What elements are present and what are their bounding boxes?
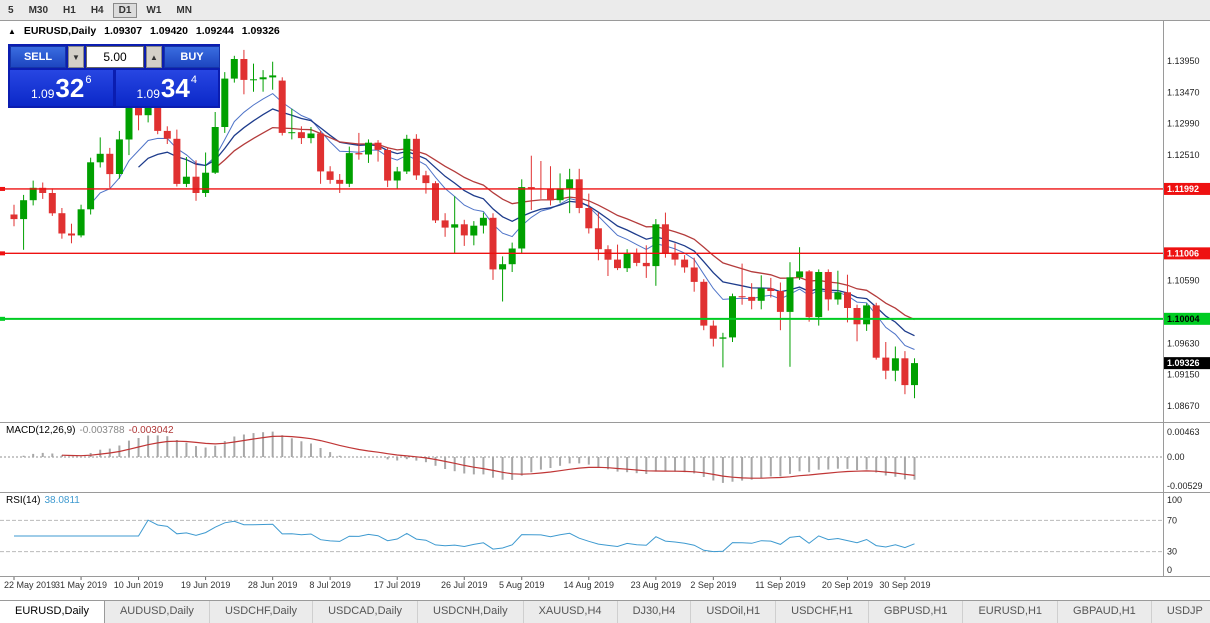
svg-text:1.09150: 1.09150: [1167, 370, 1200, 380]
svg-text:0.00463: 0.00463: [1167, 427, 1200, 437]
buy-price-pips: 34: [160, 73, 190, 103]
chart-tab-usdcad-daily[interactable]: USDCAD,Daily: [313, 601, 419, 623]
svg-text:14 Aug 2019: 14 Aug 2019: [564, 580, 615, 590]
svg-text:0: 0: [1167, 565, 1172, 575]
chart-tabs-bar: EURUSD,Daily AUDUSD,Daily USDCHF,Daily USDC…: [0, 600, 1210, 623]
candlestick-series: [10, 49, 918, 399]
timeframe-button-m30[interactable]: M30: [28, 4, 49, 16]
chart-tab-eurusd-h1[interactable]: EURUSD,H1: [963, 601, 1059, 623]
chart-tab-usdchf-daily[interactable]: USDCHF,Daily: [210, 601, 314, 623]
volume-input[interactable]: [86, 46, 144, 68]
svg-text:1.13950: 1.13950: [1167, 56, 1200, 66]
ohlc-low: 1.09244: [195, 25, 234, 37]
svg-text:11 Sep 2019: 11 Sep 2019: [755, 580, 805, 590]
chart-tab-eurusd-daily[interactable]: EURUSD,Daily: [0, 601, 105, 623]
horizontal-price-lines[interactable]: 1.11992 1.11006 1.10004: [0, 182, 1210, 325]
svg-text:70: 70: [1167, 515, 1177, 525]
svg-text:19 Jun 2019: 19 Jun 2019: [181, 580, 231, 590]
svg-text:1.10004: 1.10004: [1167, 314, 1200, 324]
chart-tab-usdjp[interactable]: USDJP: [1152, 601, 1210, 623]
svg-text:0.00: 0.00: [1167, 452, 1185, 462]
chart-symbol-header: ▲ EURUSD,Daily 1.09307 1.09420 1.09244 1…: [8, 25, 285, 37]
macd-indicator-header: MACD(12,26,9) -0.003788 -0.003042: [6, 425, 174, 436]
chart-tab-gbpaud-h1[interactable]: GBPAUD,H1: [1058, 601, 1152, 623]
buy-button[interactable]: BUY: [164, 46, 220, 68]
svg-text:1.11006: 1.11006: [1167, 248, 1199, 258]
ohlc-close: 1.09326: [241, 25, 280, 37]
sell-price-big-figure: 1.09: [31, 87, 55, 101]
svg-text:22 May 2019: 22 May 2019: [4, 580, 56, 590]
rsi-title: RSI(14): [6, 495, 41, 506]
rsi-value: 38.0811: [44, 495, 80, 506]
timeframe-button-mn[interactable]: MN: [176, 4, 192, 16]
svg-text:30: 30: [1167, 547, 1177, 557]
chart-tab-usdoil-h1[interactable]: USDOil,H1: [691, 601, 777, 623]
price-axis[interactable]: 1.13950 1.13470 1.12990 1.12510 1.10590 1.096…: [1167, 56, 1200, 411]
timeframe-button-d1[interactable]: D1: [112, 2, 138, 18]
chart-tab-usdchf-h1[interactable]: USDCHF,H1: [776, 601, 869, 623]
buy-price-point: 4: [190, 74, 197, 86]
sell-price-pips: 32: [55, 73, 85, 103]
timeframe-button-h4[interactable]: H4: [90, 4, 104, 16]
buy-price-big-figure: 1.09: [136, 87, 160, 101]
svg-text:100: 100: [1167, 495, 1182, 505]
svg-text:26 Jul 2019: 26 Jul 2019: [441, 580, 488, 590]
svg-text:1.08670: 1.08670: [1167, 401, 1200, 411]
panel-borders: [0, 20, 1210, 577]
sell-price-display[interactable]: 1.09 32 6: [10, 70, 113, 106]
rsi-indicator-header: RSI(14) 38.0811: [6, 495, 80, 506]
svg-text:1.09326: 1.09326: [1167, 358, 1200, 368]
svg-text:31 May 2019: 31 May 2019: [55, 580, 107, 590]
timeframe-button-5[interactable]: 5: [8, 4, 14, 16]
svg-text:10 Jun 2019: 10 Jun 2019: [114, 580, 164, 590]
volume-increase-button[interactable]: ▲: [146, 46, 162, 68]
svg-text:1.12510: 1.12510: [1167, 150, 1200, 160]
macd-panel[interactable]: 0.00463 0.00 -0.00529: [0, 427, 1203, 491]
timeframe-button-w1[interactable]: W1: [146, 4, 162, 16]
svg-text:8 Jul 2019: 8 Jul 2019: [309, 580, 351, 590]
ohlc-high: 1.09420: [150, 25, 188, 37]
macd-title: MACD(12,26,9): [6, 425, 76, 436]
svg-text:1.12990: 1.12990: [1167, 119, 1200, 129]
svg-text:1.11992: 1.11992: [1167, 184, 1199, 194]
macd-value-signal: -0.003042: [128, 425, 174, 436]
svg-text:30 Sep 2019: 30 Sep 2019: [879, 580, 930, 590]
svg-text:1.10590: 1.10590: [1167, 276, 1200, 286]
svg-text:1.13470: 1.13470: [1167, 87, 1200, 97]
buy-price-display[interactable]: 1.09 34 4: [115, 70, 218, 106]
sell-button[interactable]: SELL: [10, 46, 66, 68]
timeframe-toolbar: 5 M30 H1 H4 D1 W1 MN: [0, 0, 1210, 20]
svg-text:5 Aug 2019: 5 Aug 2019: [499, 580, 545, 590]
rsi-panel[interactable]: 100 70 30 0: [0, 495, 1182, 575]
ohlc-open: 1.09307: [104, 25, 143, 37]
macd-value-main: -0.003788: [79, 425, 125, 436]
svg-text:1.09630: 1.09630: [1167, 338, 1200, 348]
chart-tab-gbpusd-h1[interactable]: GBPUSD,H1: [869, 601, 964, 623]
chart-collapse-icon[interactable]: ▲: [8, 27, 16, 36]
svg-text:28 Jun 2019: 28 Jun 2019: [248, 580, 298, 590]
chart-tab-usdcnh-daily[interactable]: USDCNH,Daily: [418, 601, 524, 623]
chart-tab-dj30-h4[interactable]: DJ30,H4: [618, 601, 692, 623]
timeframe-button-h1[interactable]: H1: [63, 4, 76, 16]
svg-text:-0.00529: -0.00529: [1167, 481, 1203, 491]
svg-text:23 Aug 2019: 23 Aug 2019: [631, 580, 682, 590]
current-price-label: 1.09326: [1164, 357, 1210, 370]
svg-text:20 Sep 2019: 20 Sep 2019: [822, 580, 873, 590]
svg-text:17 Jul 2019: 17 Jul 2019: [374, 580, 421, 590]
svg-text:2 Sep 2019: 2 Sep 2019: [690, 580, 736, 590]
sell-price-point: 6: [85, 74, 92, 86]
volume-decrease-button[interactable]: ▼: [68, 46, 84, 68]
chart-symbol-label: EURUSD,Daily: [23, 25, 97, 37]
chart-tab-xauusd-h4[interactable]: XAUUSD,H4: [524, 601, 618, 623]
chart-tab-audusd-daily[interactable]: AUDUSD,Daily: [105, 601, 210, 623]
